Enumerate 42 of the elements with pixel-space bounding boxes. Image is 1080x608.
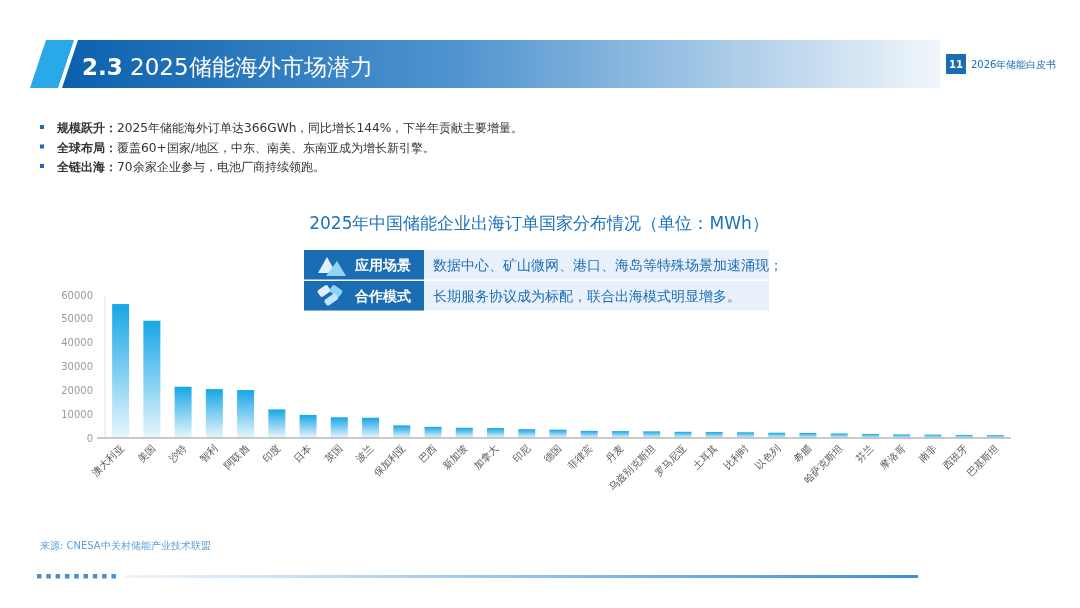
- y-tick-label: 10000: [61, 408, 93, 420]
- y-tick-label: 30000: [61, 361, 93, 372]
- annotation: 长期服务协议成为标配，联合出海模式明显增多。: [433, 288, 741, 304]
- x-tick-label: 沙特: [166, 442, 189, 465]
- x-tick-label: 巴西: [416, 442, 439, 465]
- text: 数据中心、矿山微网、港口、海岛等特殊场景加速涌现；: [433, 257, 783, 273]
- x-tick-label: 智利: [197, 442, 220, 465]
- annotation: 合作模式: [354, 288, 411, 304]
- text: 应用场景: [354, 257, 411, 273]
- y-tick-label: 0: [86, 432, 93, 444]
- x-tick-label: 以色列: [753, 442, 783, 472]
- x-tick-label: 阿联酋: [222, 442, 251, 472]
- chart-title: 2025年中国储能企业出海订单国家分布情况（单位：MWh）: [309, 213, 769, 233]
- text: 规模跃升：2025年储能海外订单达366GWh，同比增长144%，下半年贡献主要增量。: [56, 121, 524, 135]
- y-tick-label: 50000: [61, 313, 93, 325]
- x-tick-label: 菲律宾: [565, 442, 595, 472]
- x-tick-label: 印度: [260, 442, 283, 465]
- x-tick-label: 新加坡: [440, 442, 470, 472]
- x-tick-label: 德国: [541, 442, 564, 465]
- text: 全链出海：70余家企业参与，电池厂商持续领跑。: [56, 160, 325, 174]
- x-tick-label: 日本: [291, 442, 314, 465]
- text: 2.3 2025储能海外市场潜力: [82, 54, 373, 80]
- text: 2026年储能白皮书: [971, 59, 1057, 70]
- x-tick-label: 印尼: [510, 442, 533, 465]
- y-tick-label: 20000: [61, 384, 93, 396]
- x-tick-label: 摩洛哥: [878, 442, 908, 472]
- x-tick-label: 英国: [322, 442, 345, 465]
- text: 全球布局：覆盖60+国家/地区，中东、南美、东南亚成为增长新引擎。: [56, 140, 435, 155]
- source-note: 来源: CNESA中关村储能产业技术联盟: [40, 540, 211, 551]
- x-tick-label: 比利时: [721, 442, 751, 472]
- x-tick-label: 澳大利亚: [89, 442, 127, 479]
- x-tick-label: 美国: [135, 442, 158, 465]
- x-tick-label: 加拿大: [471, 442, 501, 472]
- x-tick-label: 土耳其: [690, 442, 720, 472]
- x-tick-label: 南非: [916, 442, 939, 465]
- y-tick-label: 40000: [61, 337, 93, 349]
- x-tick-label: 芬兰: [853, 442, 876, 465]
- text: 11: [949, 59, 963, 70]
- x-tick-label: 丹麦: [603, 442, 626, 465]
- y-tick-label: 60000: [61, 289, 93, 301]
- x-tick-label: 希腊: [791, 442, 814, 465]
- x-tick-label: 波兰: [354, 442, 376, 465]
